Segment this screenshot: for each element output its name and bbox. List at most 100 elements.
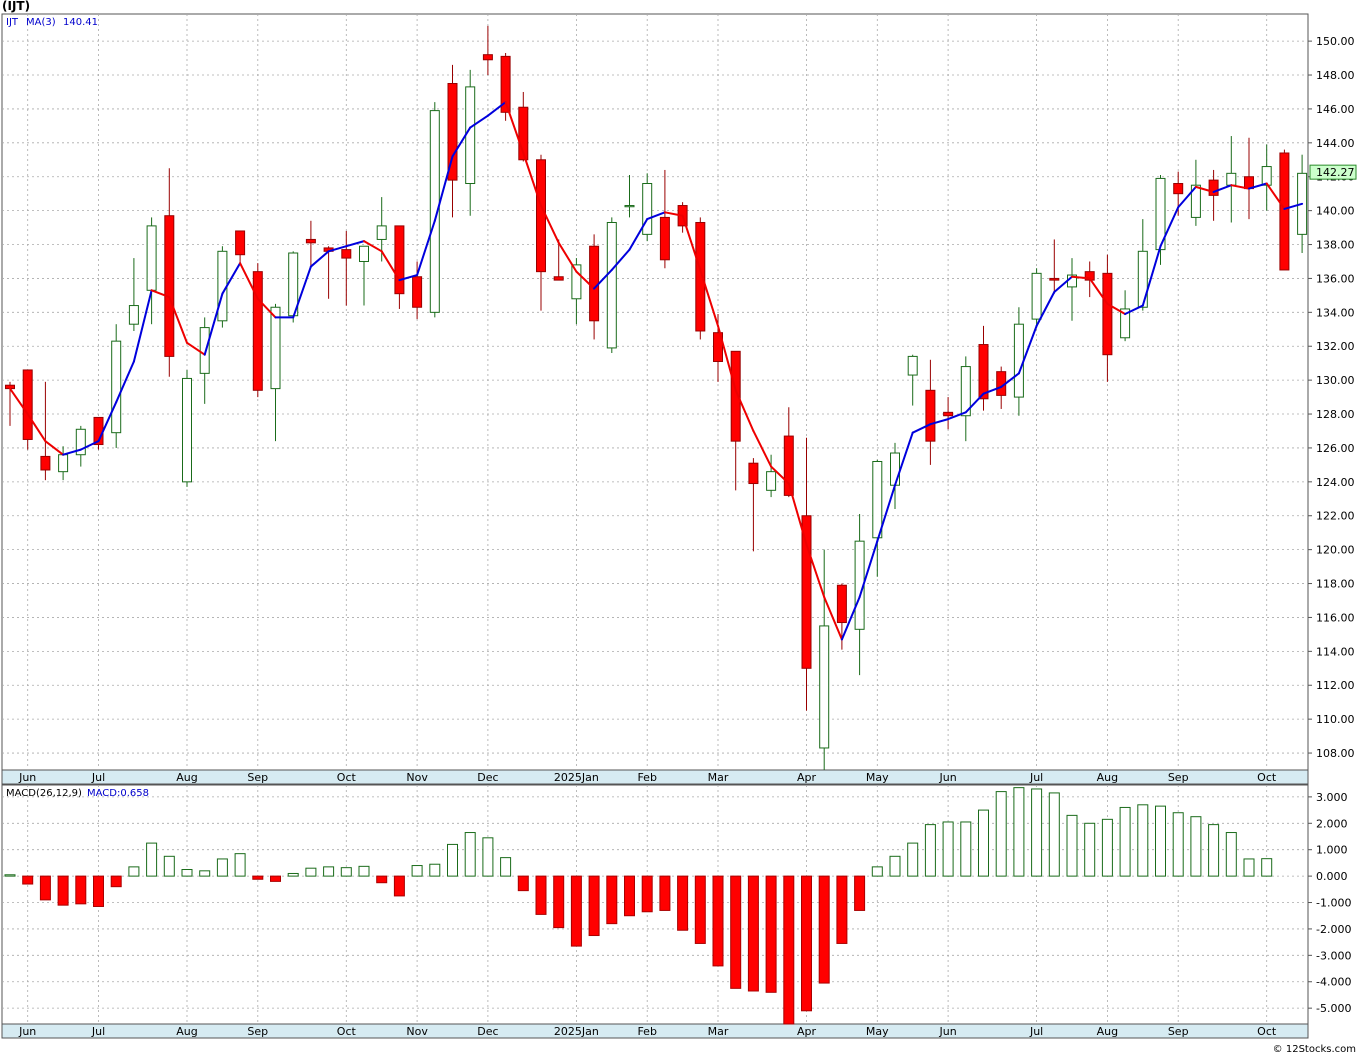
- price-tick-label: 122.00: [1316, 510, 1355, 523]
- ma-line-segment: [363, 240, 383, 253]
- macd-bar: [535, 875, 547, 915]
- macd-legend-value: MACD:0.658: [87, 788, 149, 799]
- candle: [730, 350, 741, 491]
- macd-bar: [570, 875, 582, 947]
- ma-line-segment: [186, 341, 206, 356]
- macd-bar: [181, 869, 193, 877]
- macd-bar: [4, 874, 16, 877]
- month-label: Sep: [1168, 771, 1189, 784]
- ma-line-segment: [610, 248, 631, 271]
- ma-line-segment: [876, 484, 896, 543]
- macd-bar: [818, 875, 830, 984]
- candle: [695, 217, 706, 340]
- candle-body: [412, 276, 423, 308]
- macd-tick-label: -2.000: [1316, 923, 1351, 936]
- legend-ma-value: 140.41: [63, 17, 98, 28]
- month-label: Jun: [18, 771, 36, 784]
- month-label: May: [866, 1025, 889, 1038]
- month-label: 2025Jan: [554, 771, 599, 784]
- candle-body: [1031, 272, 1042, 320]
- ma-line-segment: [168, 296, 188, 344]
- price-tick-label: 136.00: [1316, 272, 1355, 285]
- ma-line-segment: [1000, 372, 1020, 388]
- ma-line-segment: [203, 292, 224, 356]
- candle: [252, 263, 263, 398]
- candle: [128, 258, 139, 331]
- candle: [359, 245, 369, 306]
- macd-bar: [1243, 858, 1255, 877]
- candle: [1190, 159, 1201, 226]
- symbol-header: (IJT): [2, 0, 31, 13]
- macd-bar: [889, 855, 901, 877]
- macd-bar: [677, 875, 689, 931]
- candle: [907, 354, 918, 406]
- ma-line-segment: [1106, 302, 1127, 316]
- price-tick-label: 150.00: [1316, 35, 1355, 48]
- month-label: Sep: [1168, 1025, 1189, 1038]
- macd-bar: [995, 791, 1007, 877]
- candle-body: [465, 86, 476, 185]
- candle-body: [801, 515, 812, 669]
- candle: [288, 251, 299, 323]
- candle-body: [164, 215, 175, 357]
- candle-body: [890, 452, 900, 486]
- month-label: Jun: [939, 771, 957, 784]
- ma-line-segment: [734, 389, 755, 432]
- candle: [164, 168, 175, 377]
- candle: [1102, 254, 1113, 382]
- candle: [766, 454, 777, 498]
- ma-line-segment: [256, 297, 277, 319]
- candle-body: [872, 460, 883, 539]
- candle-body: [1173, 183, 1184, 195]
- candle: [801, 437, 812, 711]
- candle: [394, 225, 405, 309]
- ma-line-segment: [345, 240, 365, 248]
- ma-line-segment: [557, 241, 578, 273]
- candle-body: [624, 205, 635, 208]
- legend-symbol: IJT: [6, 17, 19, 28]
- candle-body: [642, 183, 653, 235]
- candle: [182, 369, 192, 487]
- price-tick-label: 126.00: [1316, 442, 1355, 455]
- ma-line-segment: [982, 385, 1003, 395]
- month-label: Nov: [406, 771, 428, 784]
- candle-body: [1102, 272, 1113, 356]
- macd-tick-label: -5.000: [1316, 1002, 1351, 1015]
- candle: [571, 258, 582, 325]
- macd-bar: [447, 843, 458, 877]
- candle: [925, 359, 936, 465]
- month-label: Jul: [1029, 1025, 1043, 1038]
- candle: [235, 230, 246, 265]
- candle: [1208, 169, 1219, 221]
- macd-bar: [199, 870, 211, 877]
- candle-body: [713, 332, 723, 362]
- ma-line-segment: [115, 360, 135, 404]
- candle-body: [40, 455, 51, 471]
- month-label: May: [866, 771, 889, 784]
- candle-body: [199, 327, 210, 374]
- macd-bar: [75, 875, 87, 905]
- price-tick-label: 114.00: [1316, 645, 1355, 658]
- price-tick-label: 118.00: [1316, 578, 1355, 591]
- candle: [270, 303, 281, 442]
- ma-line-segment: [770, 465, 790, 485]
- month-label: Jun: [939, 1025, 957, 1038]
- candle: [978, 325, 989, 411]
- candle-body: [766, 471, 777, 491]
- candle: [1120, 290, 1131, 342]
- ma-line-segment: [486, 101, 507, 117]
- candle-body: [571, 264, 582, 300]
- ma-line-segment: [380, 250, 401, 282]
- price-tick-label: 134.00: [1316, 306, 1355, 319]
- macd-bar: [1225, 832, 1237, 877]
- month-label: Oct: [337, 1025, 357, 1038]
- macd-bar: [1013, 787, 1025, 877]
- candle: [624, 175, 635, 218]
- ma-line-segment: [1265, 182, 1286, 210]
- macd-bar: [376, 875, 388, 884]
- month-label: Aug: [176, 771, 197, 784]
- macd-bar: [517, 875, 529, 892]
- macd-bar: [747, 875, 759, 992]
- macd-bar: [624, 875, 635, 917]
- ma-line-segment: [1212, 184, 1233, 193]
